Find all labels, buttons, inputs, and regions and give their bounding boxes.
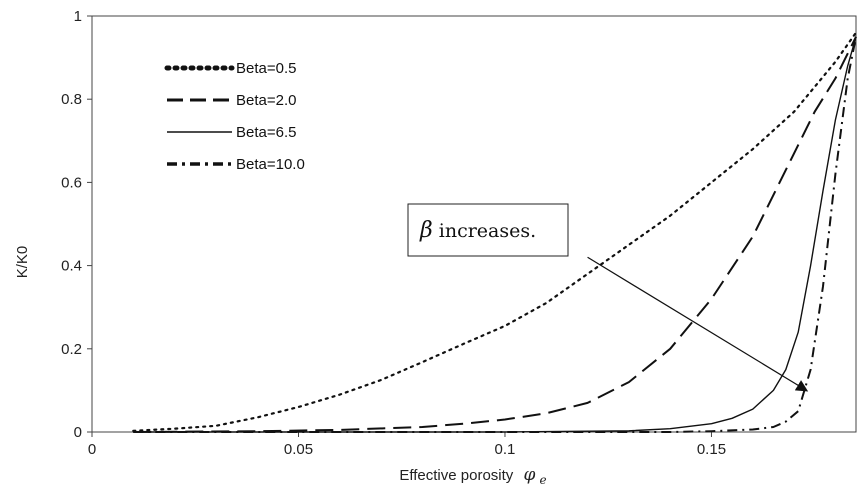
- series-line-2: [133, 36, 857, 433]
- y-tick-label: 0.8: [61, 91, 82, 108]
- x-axis-label: Effective porosity φ e: [399, 465, 546, 487]
- legend: Beta=0.5 Beta=2.0 Beta=6.5 Beta=10.0: [164, 60, 305, 173]
- y-tick-label: 0.2: [61, 341, 82, 358]
- legend-label-3: Beta=6.5: [236, 124, 296, 141]
- x-tick-label: 0: [88, 441, 96, 458]
- annotation-beta-symbol: β: [419, 218, 433, 243]
- legend-label-2: Beta=2.0: [236, 92, 296, 109]
- x-axis-label-symbol: φ: [523, 465, 535, 485]
- x-tick-label: 0.1: [495, 441, 516, 458]
- series-layer: [132, 31, 857, 433]
- y-tick-label: 0: [74, 424, 82, 441]
- annotation: β increases.: [407, 203, 809, 392]
- y-axis-label: K/K0: [14, 246, 31, 279]
- annotation-label: increases.: [433, 220, 536, 242]
- y-axis-ticks: 0 0.2 0.4 0.6 0.8 1: [61, 8, 92, 441]
- annotation-arrow: [587, 256, 809, 392]
- series-line-3: [133, 36, 857, 433]
- y-tick-label: 0.4: [61, 258, 82, 275]
- legend-label-1: Beta=0.5: [236, 60, 296, 77]
- y-tick-label: 0.6: [61, 174, 82, 191]
- y-tick-label: 1: [74, 8, 82, 25]
- annotation-box: [407, 203, 569, 257]
- annotation-text: β increases.: [419, 218, 536, 243]
- series-line-4: [133, 36, 857, 433]
- legend-label-4: Beta=10.0: [236, 156, 305, 173]
- x-axis-label-subscript: e: [540, 473, 547, 487]
- x-axis-label-text: Effective porosity: [399, 467, 513, 484]
- x-tick-label: 0.05: [284, 441, 313, 458]
- x-axis-ticks: 0 0.05 0.1 0.15: [88, 432, 726, 458]
- x-tick-label: 0.15: [697, 441, 726, 458]
- series-line-1: [132, 31, 857, 432]
